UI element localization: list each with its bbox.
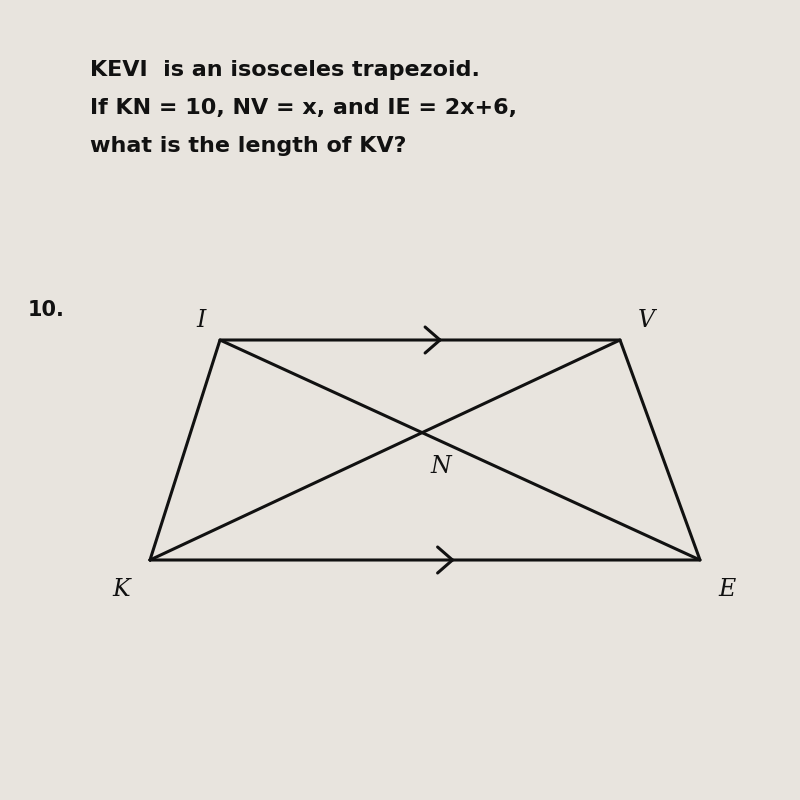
Text: E: E (718, 578, 735, 601)
Text: KEVI  is an isosceles trapezoid.: KEVI is an isosceles trapezoid. (90, 60, 480, 80)
Text: N: N (430, 454, 450, 478)
Text: If KN = 10, NV = x, and IE = 2x+6,: If KN = 10, NV = x, and IE = 2x+6, (90, 98, 517, 118)
Text: I: I (197, 309, 206, 332)
Text: K: K (112, 578, 130, 601)
Text: V: V (638, 309, 655, 332)
Text: 10.: 10. (28, 300, 65, 320)
Text: what is the length of KV?: what is the length of KV? (90, 136, 406, 156)
